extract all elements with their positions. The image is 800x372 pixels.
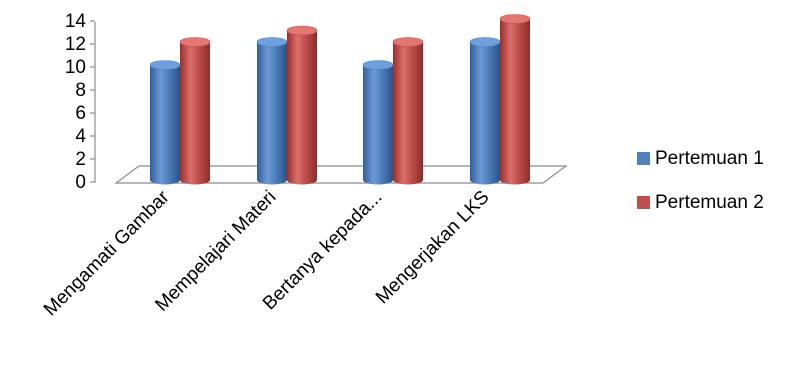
bar-body — [180, 42, 210, 185]
legend-label: Pertemuan 1 — [655, 148, 764, 169]
bar-body — [287, 30, 317, 185]
y-tick-label: 0 — [75, 172, 86, 193]
bar — [256, 37, 288, 185]
bar-body — [500, 19, 530, 185]
legend: Pertemuan 1 Pertemuan 2 — [637, 148, 764, 213]
bar — [392, 37, 424, 185]
bar-body — [393, 42, 423, 185]
y-tick-label: 12 — [65, 34, 86, 55]
bar-body — [150, 65, 180, 185]
y-tick-label: 10 — [65, 57, 86, 78]
bar-top — [362, 60, 394, 70]
bar-body — [257, 42, 287, 185]
bar-top — [286, 25, 318, 36]
bar — [149, 60, 181, 185]
bar — [469, 37, 501, 185]
legend-swatch — [637, 152, 650, 165]
bar-top — [469, 37, 501, 47]
y-tick-label: 4 — [75, 126, 86, 147]
bars-group — [149, 14, 531, 185]
bar-top — [392, 37, 424, 47]
bar-body — [363, 65, 393, 185]
bar-top — [179, 37, 211, 47]
bar-top — [499, 14, 531, 24]
bar-top — [256, 37, 288, 47]
category-label: Bertanya kepada... — [259, 187, 387, 315]
bar-body — [470, 42, 500, 185]
category-label: Mengerjakan LKS — [372, 187, 494, 309]
bar — [286, 25, 318, 185]
y-tick-label: 14 — [65, 11, 87, 32]
bar — [499, 14, 531, 185]
bar — [362, 60, 394, 185]
bar — [179, 37, 211, 185]
y-tick-label: 8 — [75, 80, 86, 101]
y-tick-label: 6 — [75, 103, 86, 124]
bar-top — [149, 60, 181, 70]
legend-swatch — [637, 196, 650, 209]
legend-label: Pertemuan 2 — [655, 192, 764, 213]
y-tick-label: 2 — [75, 149, 86, 170]
